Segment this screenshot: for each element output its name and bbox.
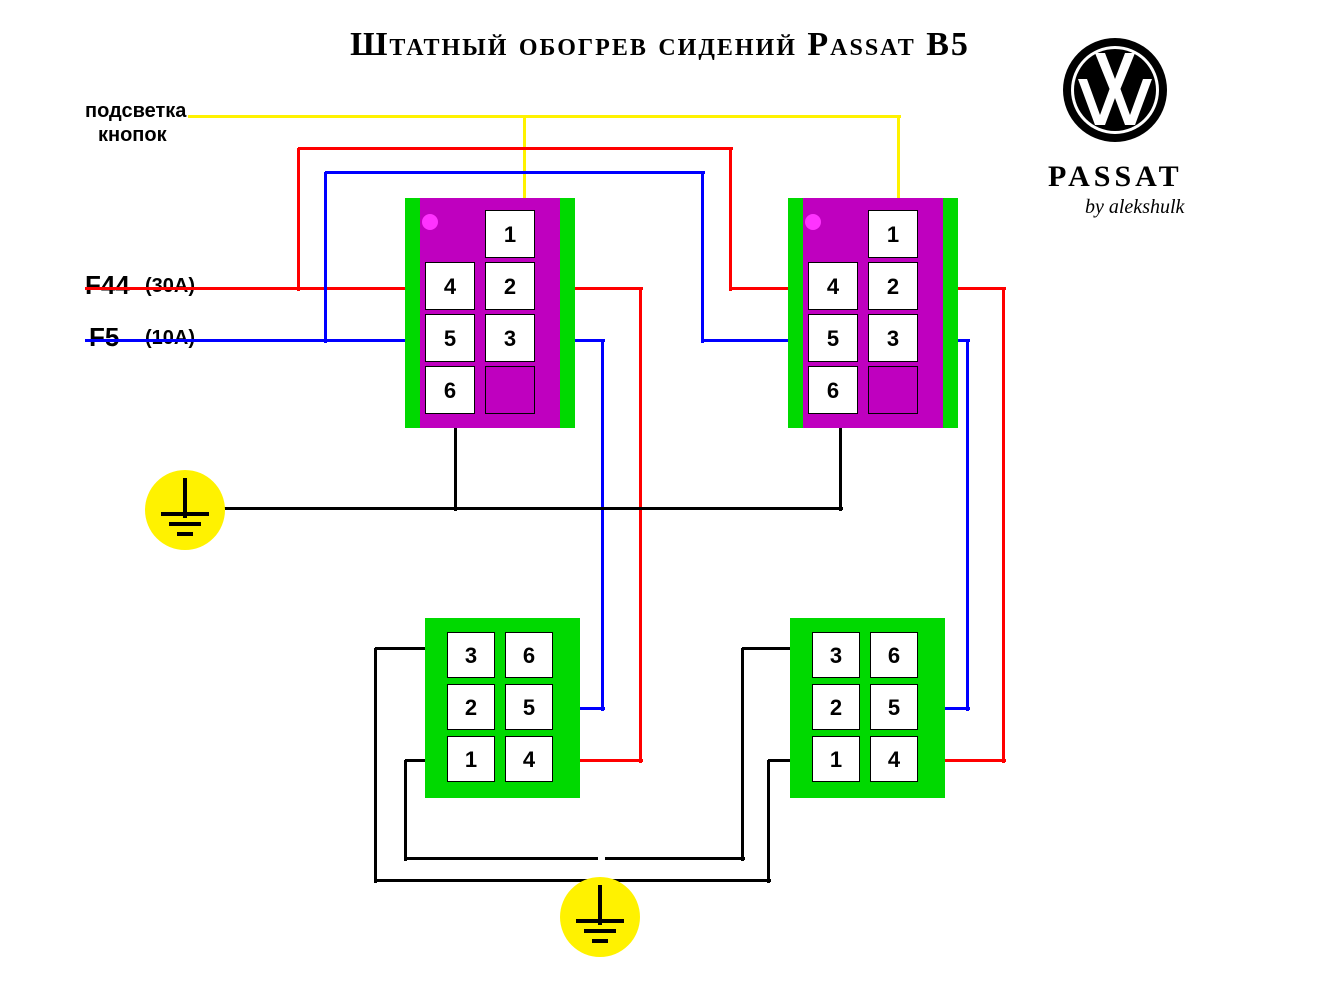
label-backlight-1: подсветка: [85, 100, 186, 123]
wire-segment: [188, 115, 901, 118]
wire-segment: [324, 172, 327, 343]
connector-pin: 3: [485, 314, 535, 362]
connector-pin: 2: [447, 684, 495, 730]
connector-pin: 4: [870, 736, 918, 782]
wire-segment: [404, 760, 407, 861]
connector-pin: 5: [808, 314, 858, 362]
wire-segment: [605, 879, 771, 882]
connector-bottom-left: 362514: [425, 618, 580, 798]
connector-pin: 2: [868, 262, 918, 310]
connector-pin: 6: [425, 366, 475, 414]
label-fuse-f44: F44: [85, 270, 130, 301]
connector-pin: 6: [870, 632, 918, 678]
label-backlight-2: кнопок: [98, 124, 167, 147]
wire-segment: [85, 339, 440, 342]
connector-pin: 1: [485, 210, 535, 258]
byline: by alekshulk: [1085, 196, 1184, 219]
wire-segment: [325, 171, 705, 174]
connector-pin: 1: [812, 736, 860, 782]
connector-pin: 4: [808, 262, 858, 310]
wire-segment: [1002, 288, 1005, 763]
connector-pin: 1: [868, 210, 918, 258]
connector-pin: 3: [868, 314, 918, 362]
connector-pin: 1: [447, 736, 495, 782]
brand-wordmark: PASSAT: [1048, 160, 1183, 194]
wire-segment: [374, 648, 377, 883]
connector-key-dot: [805, 214, 821, 230]
connector-pin: 2: [812, 684, 860, 730]
connector-key-dot: [422, 214, 438, 230]
label-fuse-f5: F5: [89, 322, 119, 353]
wire-segment: [220, 507, 843, 510]
wire-segment: [605, 857, 745, 860]
connector-pin: 2: [485, 262, 535, 310]
connector-pin: 3: [447, 632, 495, 678]
connector-pin: 5: [425, 314, 475, 362]
connector-pin: 5: [505, 684, 553, 730]
vw-logo-icon: [1060, 35, 1170, 145]
connector-pin: 4: [505, 736, 553, 782]
connector-pin: 6: [808, 366, 858, 414]
wire-segment: [297, 148, 300, 291]
wire-segment: [375, 879, 598, 882]
wire-segment: [767, 760, 770, 883]
wire-segment: [729, 148, 732, 291]
wire-segment: [966, 340, 969, 711]
connector-bottom-right: 362514: [790, 618, 945, 798]
wire-segment: [601, 340, 604, 711]
connector-pin: 3: [812, 632, 860, 678]
wire-segment: [298, 147, 733, 150]
wire-segment: [701, 172, 704, 343]
wire-segment: [405, 857, 598, 860]
wire-segment: [639, 288, 642, 763]
connector-blank-pin: [485, 366, 535, 414]
connector-pin: 6: [505, 632, 553, 678]
connector-pin: 4: [425, 262, 475, 310]
connector-blank-pin: [868, 366, 918, 414]
wire-segment: [741, 648, 744, 861]
connector-top-left: 142536: [405, 198, 575, 428]
connector-top-right: 142536: [788, 198, 958, 428]
connector-pin: 5: [870, 684, 918, 730]
wire-segment: [85, 287, 440, 290]
